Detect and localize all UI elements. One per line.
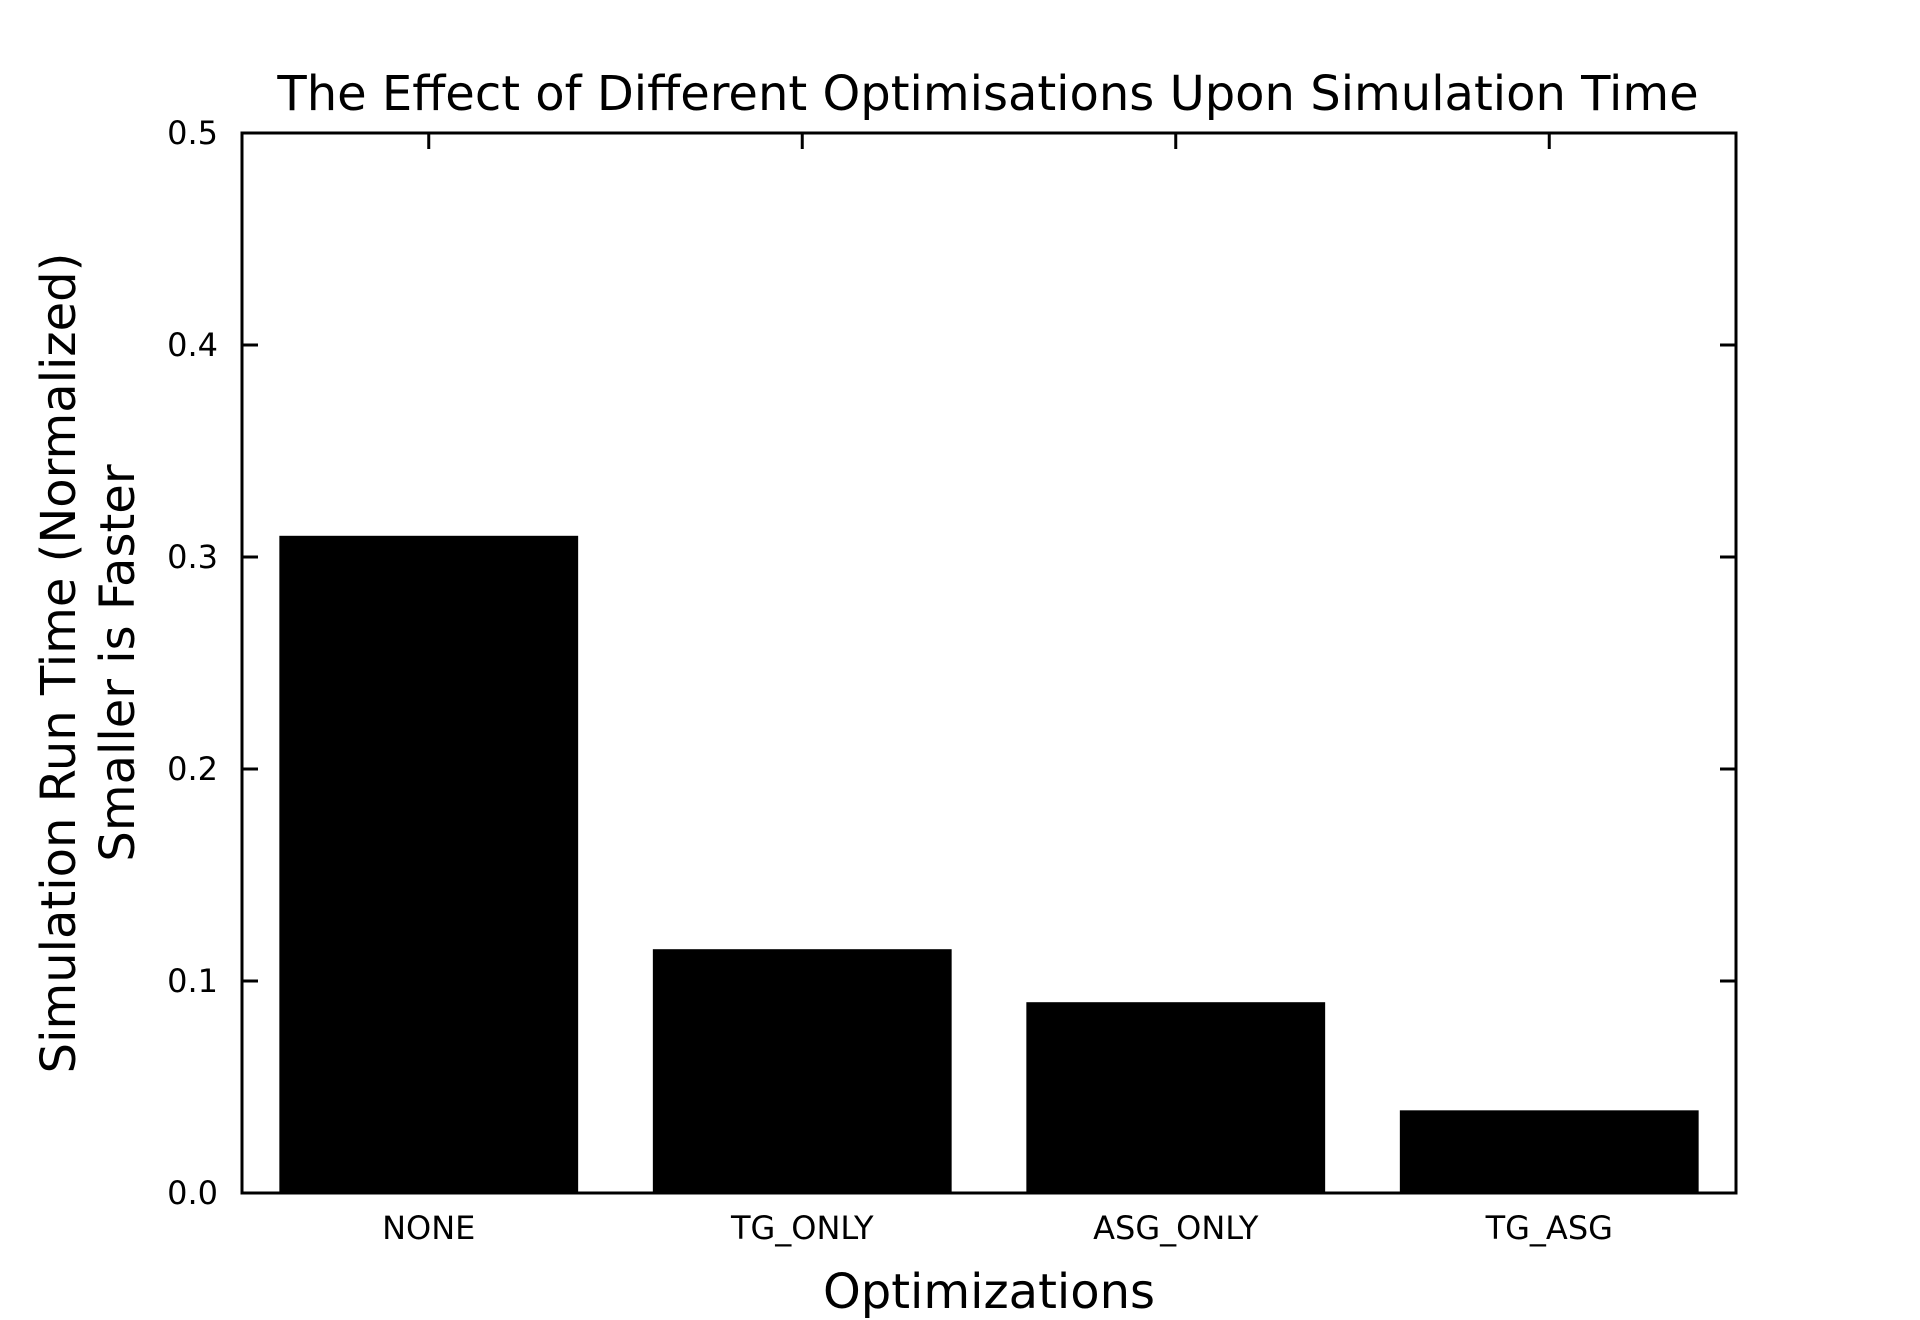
x-axis-label: Optimizations xyxy=(823,1264,1155,1320)
bar-tg-only xyxy=(652,949,952,1193)
chart-title: The Effect of Different Optimisations Up… xyxy=(276,66,1698,122)
x-tick-label: NONE xyxy=(382,1209,475,1247)
ticks-group: NONE TG_ONLY ASG_ONLY TG_ASG 0.0 0.1 0.2 0.3 0.4… xyxy=(167,114,1736,1247)
y-tick-label: 0.2 xyxy=(167,750,218,788)
x-tick-label: ASG_ONLY xyxy=(1093,1209,1259,1247)
y-tick-label: 0.3 xyxy=(167,538,218,576)
y-tick-label: 0.0 xyxy=(167,1174,218,1212)
y-axis-label-line-1: Simulation Run Time (Normalized) xyxy=(31,253,87,1074)
y-tick-label: 0.1 xyxy=(167,962,218,1000)
bar-asg-only xyxy=(1026,1002,1326,1193)
x-tick-label: TG_ASG xyxy=(1485,1209,1613,1247)
bar-none xyxy=(279,535,579,1193)
y-axis-label-line-2: Smaller is Faster xyxy=(90,464,146,861)
y-tick-label: 0.5 xyxy=(167,114,218,152)
plot-frame xyxy=(240,131,1738,1195)
y-tick-label: 0.4 xyxy=(167,326,218,364)
x-tick-label: TG_ONLY xyxy=(730,1209,874,1247)
